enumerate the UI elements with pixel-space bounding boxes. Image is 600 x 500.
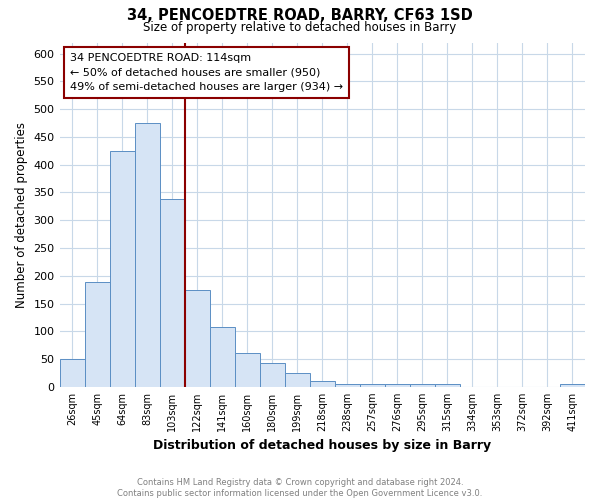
Bar [185, 290, 209, 387]
Bar [134, 123, 160, 387]
Bar [360, 384, 385, 387]
Bar [310, 380, 335, 387]
Bar [209, 327, 235, 387]
Bar [285, 373, 310, 387]
Bar [335, 384, 360, 387]
Bar [59, 359, 85, 387]
Bar [410, 384, 435, 387]
Bar [560, 384, 585, 387]
Bar [385, 384, 410, 387]
Bar [235, 354, 260, 387]
Bar [160, 199, 185, 387]
X-axis label: Distribution of detached houses by size in Barry: Distribution of detached houses by size … [153, 440, 491, 452]
Y-axis label: Number of detached properties: Number of detached properties [15, 122, 28, 308]
Bar [85, 282, 110, 387]
Text: 34, PENCOEDTRE ROAD, BARRY, CF63 1SD: 34, PENCOEDTRE ROAD, BARRY, CF63 1SD [127, 8, 473, 22]
Bar [110, 151, 134, 387]
Text: 34 PENCOEDTRE ROAD: 114sqm
← 50% of detached houses are smaller (950)
49% of sem: 34 PENCOEDTRE ROAD: 114sqm ← 50% of deta… [70, 53, 343, 92]
Text: Size of property relative to detached houses in Barry: Size of property relative to detached ho… [143, 21, 457, 34]
Bar [260, 363, 285, 387]
Text: Contains HM Land Registry data © Crown copyright and database right 2024.
Contai: Contains HM Land Registry data © Crown c… [118, 478, 482, 498]
Bar [435, 384, 460, 387]
